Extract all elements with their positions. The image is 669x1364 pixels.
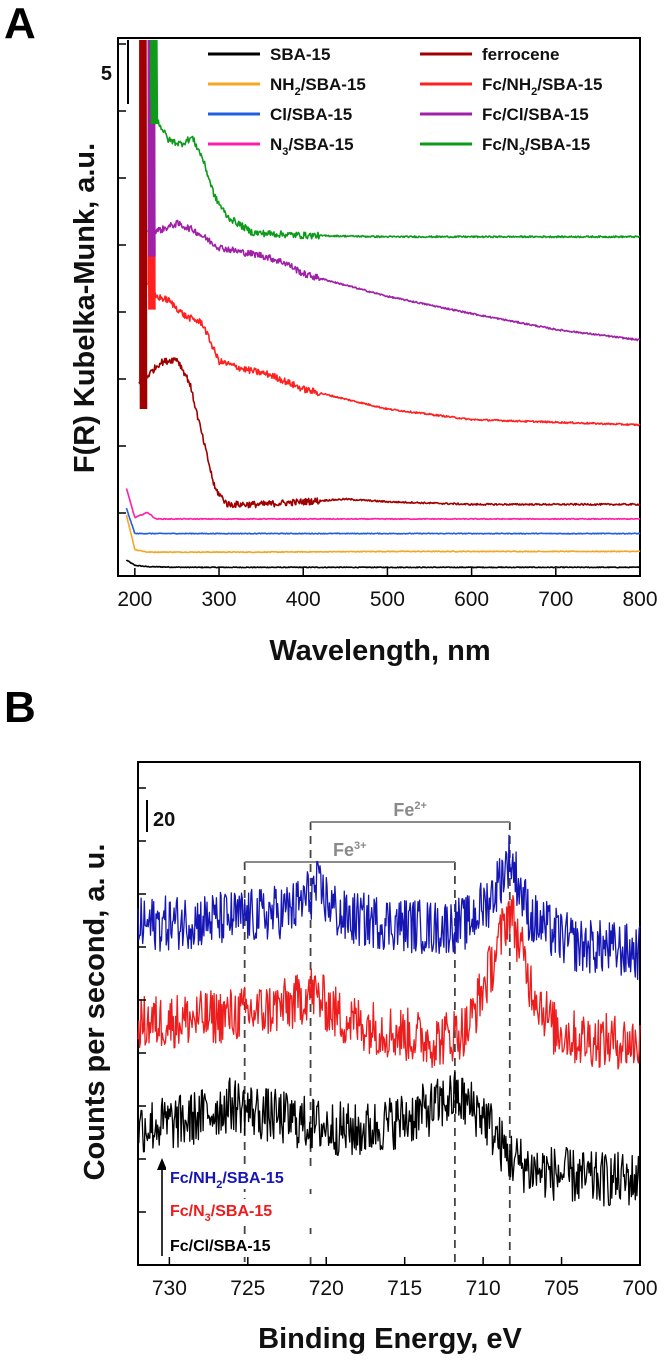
panel-b-series-group [137,834,641,1207]
panel-a-x-tick-label: 600 [454,588,489,611]
panel-a-x-tick-label: 500 [370,588,405,611]
panel-a-legend-label-3: N3/SBA-15 [270,135,354,158]
panel-a-spike-5 [147,39,156,310]
panel-a-legend-label-0: SBA-15 [270,45,330,64]
panel-a-letter: A [4,0,36,48]
panel-a-legend-label-5-main: Fc/NH [482,75,531,94]
panel-a-spike-6 [147,39,156,257]
panel-b-fe-label-sup: 2+ [414,800,427,812]
panel-a-legend-label-5: Fc/NH2/SBA-15 [482,75,602,98]
panel-a-x-tick-label: 300 [202,588,237,611]
panel-a-y-ticks [118,43,126,514]
panel-a-legend-label-6-main: Fc/Cl/SBA-15 [482,105,589,124]
panel-a-spike-4 [139,39,148,410]
panel-b-x-tick-label: 705 [544,1277,579,1300]
panel-a-scale-bar: 5 [101,40,129,104]
panel-b-annotations: Fe2+Fe3+ [243,800,511,1265]
panel-b-x-tick-label: 720 [309,1277,344,1300]
panel-b-x-tick-label: 725 [230,1277,265,1300]
panel-a-x-tick-label: 200 [117,588,152,611]
panel-b-fe-label-sup: 3+ [354,840,367,852]
panel-a-legend-label-7-main: Fc/N [482,135,519,154]
panel-a-series-line-4 [138,357,641,509]
panel-b-letter: B [4,683,36,732]
panel-a-legend-label-1-main: NH [270,75,295,94]
panel-b-scale-label: 20 [153,809,175,831]
panel-b-series-line-1 [137,894,641,1070]
panel-b-frame [137,761,641,1266]
panel-a-x-tick-label: 800 [622,588,657,611]
panel-a-legend-label-3-subscript: 3 [282,146,288,158]
panel-b-x-tick-label: 700 [622,1277,657,1300]
panel-b-stack-arrow-head [157,1158,167,1170]
panel-b-series-label-bg [166,1166,326,1189]
panel-a-legend-label-1: NH2/SBA-15 [270,75,366,98]
panel-a-x-tick-label: 400 [286,588,321,611]
panel-a-series-line-3 [125,488,641,521]
panel-b-series-line-0 [137,834,641,980]
panel-a-legend-label-1-rest: /SBA-15 [301,75,366,94]
panel-b-scale-bar: 20 [146,800,175,832]
panel-a-legend-label-7: Fc/N3/SBA-15 [482,135,590,158]
panel-a-frame [117,37,641,577]
panel-a-series-group [125,39,641,569]
panel-b-x-axis-title: Binding Energy, eV [258,1323,522,1355]
panel-b-fe-label: Fe3+ [333,840,367,860]
panel-b-series-label-1: Fc/N3/SBA-15 [170,1203,272,1224]
panel-b-series-label-1-main: Fc/N [170,1203,205,1220]
panel-a-legend-label-3-main: N [270,135,282,154]
panel-a-series-line-1 [125,514,641,554]
panel-b-x-tick-label: 730 [152,1277,187,1300]
panel-b-chart: Fe2+Fe3+ 730 725 720 715 710 705 700 20 Fc/NH2… [79,761,658,1355]
panel-b-series-label-2-main: Fc/Cl/SBA-15 [170,1238,271,1255]
panel-b-fe-label-main: Fe [333,840,354,860]
panel-b-series-label-2: Fc/Cl/SBA-15 [170,1238,271,1255]
panel-a-legend-label-1-subscript: 2 [295,86,301,98]
panel-a-legend-label-4-main: ferrocene [482,45,559,64]
panel-b-x-tick-label: 715 [387,1277,422,1300]
panel-a-series-line-2 [125,507,641,535]
panel-b-series-label-0: Fc/NH2/SBA-15 [170,1170,284,1191]
panel-a-x-ticks: 200 300 400 500 600 700 800 [117,568,658,611]
panel-a-series-line-6 [146,219,641,342]
panel-a-series-line-0 [125,559,641,569]
panel-b-series-label-1-subscript: 3 [205,1212,211,1224]
panel-a-y-axis-title: F(R) Kubelka-Munk, a.u. [69,143,101,473]
panel-b-y-axis-title: Counts per second, a. u. [79,844,111,1181]
panel-b-series-label-0-main: Fc/NH [170,1170,216,1187]
panel-b-series-label-0-rest: /SBA-15 [222,1170,283,1187]
panel-a-legend-label-7-subscript: 3 [519,146,525,158]
panel-b-x-ticks: 730 725 720 715 710 705 700 [152,1257,658,1300]
panel-a-legend-label-5-rest: /SBA-15 [537,75,602,94]
panel-b-series-label-1-rest: /SBA-15 [211,1203,272,1220]
panel-a-series-line-7 [149,96,641,240]
panel-b-series-line-2 [137,1070,641,1207]
panel-a-scale-label: 5 [101,63,112,85]
panel-a-legend-label-7-rest: /SBA-15 [525,135,590,154]
panel-a-legend-label-5-subscript: 2 [531,86,537,98]
panel-a-x-axis-title: Wavelength, nm [269,635,490,667]
panel-a-x-tick-label: 700 [538,588,573,611]
panel-b-series-label-bg [166,1234,326,1257]
panel-a-chart: 200 300 400 500 600 700 800 5 SBA-15 ferrocene N… [69,37,658,667]
panel-a-legend-label-2: Cl/SBA-15 [270,105,352,124]
panel-a-legend-label-6: Fc/Cl/SBA-15 [482,105,589,124]
panel-a-legend-label-4: ferrocene [482,45,559,64]
panel-b-y-ticks [138,787,146,1213]
panel-a-series-line-5 [146,282,641,427]
panel-b-x-tick-label: 710 [466,1277,501,1300]
panel-a-legend-label-2-main: Cl/SBA-15 [270,105,352,124]
panel-b-series-label-0-subscript: 2 [216,1179,222,1191]
panel-b-series-label-bg [166,1199,326,1222]
panel-b-fe-label-main: Fe [393,800,414,820]
panel-a-legend-label-3-rest: /SBA-15 [288,135,353,154]
panel-b-fe-label: Fe2+ [393,800,427,820]
panel-a-spike-7 [150,39,159,125]
panel-a-legend-label-0-main: SBA-15 [270,45,330,64]
